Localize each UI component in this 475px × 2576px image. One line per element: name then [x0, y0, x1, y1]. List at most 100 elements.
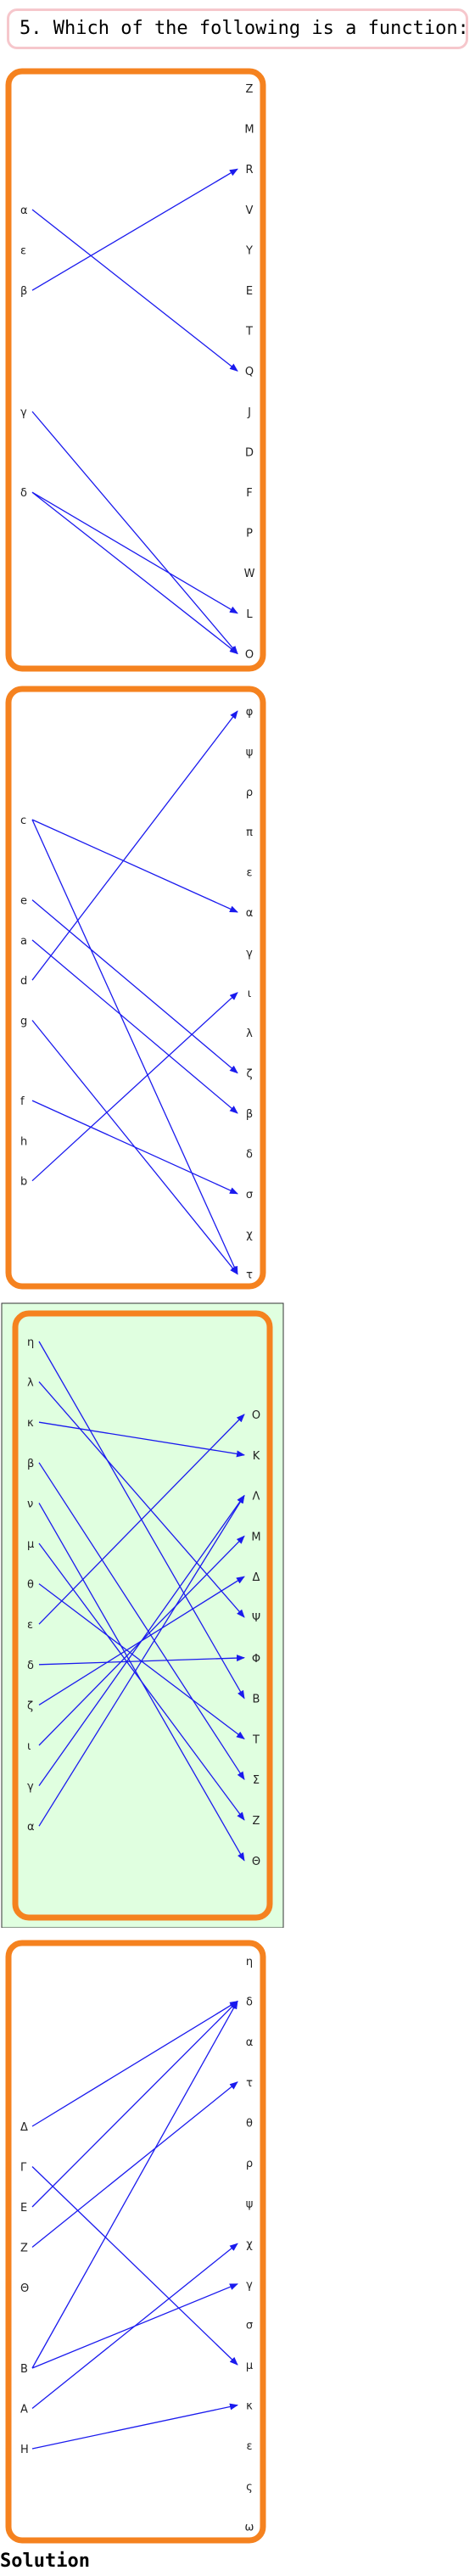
domain-label: Θ	[20, 2282, 29, 2295]
codomain-label: μ	[246, 2360, 253, 2372]
mapping-arrow	[31, 899, 238, 1074]
domain-label: ε	[20, 245, 26, 258]
codomain-label: φ	[246, 706, 254, 719]
codomain-label: ι	[248, 988, 251, 1000]
domain-label: ν	[27, 1498, 33, 1510]
codomain-label: σ	[246, 1189, 253, 1201]
codomain-label: η	[246, 1956, 253, 1968]
domain-label: γ	[27, 1781, 34, 1794]
codomain-label: Θ	[252, 1856, 260, 1868]
codomain-label: α	[246, 2036, 254, 2049]
codomain-label: Ψ	[252, 1612, 260, 1625]
mapping-arrow	[31, 411, 238, 655]
mapping-arrow	[31, 819, 238, 1275]
domain-label: A	[20, 2404, 28, 2416]
mapping-arrow	[31, 2166, 238, 2366]
codomain-label: χ	[246, 1229, 253, 1241]
codomain-label: ε	[246, 2440, 252, 2453]
codomain-label: ψ	[246, 2198, 254, 2211]
codomain-label: Q	[245, 366, 254, 378]
diagram-box	[12, 1310, 273, 1921]
domain-label: f	[20, 1095, 25, 1108]
domain-label: β	[27, 1458, 34, 1470]
domain-label: δ	[27, 1660, 34, 1672]
mapping-arrow	[38, 1414, 245, 1625]
mapping-diagram-2: c e a d g f h b φ ψ ρ π ε α γ ι λ ζ β δ σ χ τ	[5, 686, 266, 1290]
codomain-label: ω	[245, 2521, 254, 2534]
codomain-label: D	[245, 446, 254, 459]
domain-label: c	[20, 815, 26, 827]
codomain-label: δ	[246, 1996, 253, 2009]
codomain-label: Z	[246, 83, 254, 96]
codomain-label: β	[246, 1108, 253, 1121]
codomain-label: χ	[246, 2238, 253, 2251]
codomain-label: π	[246, 826, 253, 839]
codomain-label: Δ	[253, 1571, 260, 1584]
domain-label: ι	[27, 1740, 31, 1753]
mapping-arrow	[31, 2081, 238, 2248]
codomain-label: J	[247, 406, 251, 419]
codomain-label: W	[244, 568, 255, 580]
domain-label: γ	[20, 406, 27, 419]
codomain-label: κ	[246, 2400, 253, 2413]
domain-label: κ	[27, 1417, 34, 1430]
domain-label: μ	[27, 1538, 34, 1551]
codomain-label: P	[246, 528, 253, 540]
domain-label: e	[20, 895, 27, 908]
mapping-arrow	[38, 1462, 245, 1781]
codomain-label: τ	[246, 2077, 253, 2090]
codomain-label: ζ	[246, 1068, 252, 1081]
codomain-label: T	[245, 326, 253, 339]
mapping-arrow	[38, 1381, 245, 1618]
codomain-label: M	[251, 1531, 260, 1543]
domain-label: E	[20, 2202, 27, 2215]
mapping-arrow	[31, 209, 238, 372]
codomain-label: Φ	[252, 1653, 260, 1666]
codomain-label: α	[246, 907, 254, 920]
codomain-label: γ	[246, 947, 253, 960]
codomain-label: Y	[245, 244, 253, 257]
mapping-arrow	[31, 1100, 238, 1195]
mapping-arrow	[31, 168, 238, 291]
mapping-arrow	[31, 2403, 238, 2450]
codomain-label: θ	[246, 2117, 253, 2130]
mapping-diagram-3: η λ κ β ν μ θ ε δ ζ ι γ α O K Λ M Δ Ψ Φ B T Σ Z Θ	[1, 1302, 284, 1928]
domain-label: Δ	[20, 2121, 28, 2134]
domain-label: ε	[27, 1619, 33, 1632]
domain-label: g	[20, 1016, 27, 1028]
codomain-label: V	[246, 204, 254, 217]
domain-label: B	[20, 2363, 28, 2376]
codomain-label: δ	[246, 1148, 253, 1161]
codomain-label: F	[246, 487, 252, 500]
domain-label: a	[20, 935, 27, 948]
mapping-arrow	[31, 819, 238, 913]
domain-label: d	[20, 975, 27, 988]
diagram-box	[5, 1940, 266, 2544]
domain-label: Z	[20, 2243, 28, 2255]
codomain-label: Σ	[253, 1774, 260, 1787]
codomain-label: τ	[246, 1269, 253, 1282]
codomain-label: ε	[246, 867, 252, 880]
codomain-label: λ	[246, 1028, 253, 1040]
mapping-arrow	[31, 2000, 238, 2208]
question-text: 5. Which of the following is a function:	[7, 8, 468, 49]
codomain-label: K	[253, 1450, 260, 1463]
mapping-arrow	[31, 710, 238, 981]
mapping-arrow	[31, 2243, 238, 2410]
domain-label: λ	[27, 1377, 34, 1390]
codomain-label: γ	[246, 2279, 253, 2292]
codomain-label: B	[253, 1694, 260, 1706]
codomain-label: M	[244, 124, 254, 137]
domain-label: b	[20, 1176, 27, 1189]
codomain-label: O	[245, 648, 254, 661]
codomain-label: Z	[253, 1815, 260, 1828]
mapping-arrow	[31, 491, 238, 655]
mapping-arrow	[31, 2001, 238, 2127]
diagram-box	[5, 68, 266, 672]
mapping-arrow	[38, 1494, 245, 1827]
codomain-label: T	[252, 1733, 260, 1746]
mapping-arrow	[31, 939, 238, 1114]
mapping-arrow	[38, 1494, 245, 1786]
domain-label: ζ	[27, 1700, 33, 1712]
codomain-label: Λ	[253, 1491, 260, 1504]
